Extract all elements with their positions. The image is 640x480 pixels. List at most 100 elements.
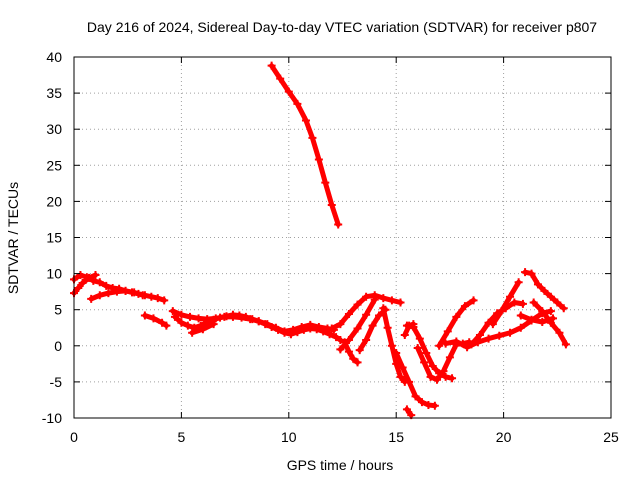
data-point-marker [241,312,250,321]
data-point-marker [538,307,547,316]
x-axis-label: GPS time / hours [287,457,394,473]
data-point-marker [540,286,549,295]
data-point-marker [198,325,207,334]
data-point-marker [149,314,158,323]
y-tick-label: 5 [54,302,62,318]
data-point-marker [349,354,358,363]
data-point-marker [95,278,104,287]
data-point-marker [398,363,407,372]
data-point-marker [370,295,379,304]
data-point-marker [402,405,411,414]
data-point-marker [168,307,177,316]
x-tick-label: 10 [281,429,297,445]
data-point-marker [441,372,450,381]
data-point-marker [353,324,362,333]
x-tick-label: 0 [70,429,78,445]
x-tick-label: 15 [388,429,404,445]
data-point-marker [267,61,276,70]
data-point-marker [559,304,568,313]
data-point-marker [188,328,197,337]
data-point-marker [185,312,194,321]
data-point-marker [533,280,542,289]
data-point-marker [121,286,130,295]
data-point-marker [497,307,506,316]
x-tick-label: 5 [178,429,186,445]
data-point-marker [516,323,525,332]
data-point-marker [452,337,461,346]
data-point-marker [555,328,564,337]
y-tick-label: 20 [46,193,62,209]
data-point-marker [561,340,570,349]
data-point-marker [467,340,476,349]
data-point-marker [506,328,515,337]
data-point-marker [74,284,83,293]
data-point-marker [261,320,270,329]
data-point-marker [362,310,371,319]
data-point-marker [308,133,317,142]
data-point-marker [336,345,345,354]
data-point-marker [379,304,388,313]
axis-ticks: 0 5 10 15 20 25 -10 -5 0 5 10 15 20 25 30 35 40 [42,49,619,445]
data-point-marker [510,298,519,307]
data-point-marker [387,341,396,350]
data-point-marker [248,315,257,324]
data-point-marker [420,358,429,367]
data-point-marker [177,318,186,327]
data-point-marker [130,288,139,297]
data-point-marker [327,201,336,210]
data-point-marker [340,338,349,347]
data-point-marker [104,289,113,298]
data-point-marker [274,325,283,334]
data-point-marker [235,311,244,320]
data-point-marker [325,330,334,339]
data-point-marker [417,398,426,407]
x-tick-label: 25 [603,429,619,445]
data-point-marker [383,323,392,332]
data-point-marker [284,87,293,96]
data-point-marker [549,314,558,323]
chart-title: Day 216 of 2024, Sidereal Day-to-day VTE… [87,19,597,35]
data-point-marker [413,343,422,352]
y-tick-label: 0 [54,338,62,354]
data-point-marker [140,311,149,320]
data-point-marker [112,287,121,296]
series-arc-24 [518,313,556,325]
data-point-marker [147,292,156,301]
data-point-marker [87,294,96,303]
grid-lines [74,57,611,418]
data-point-marker [514,278,523,287]
data-point-marker [299,325,308,334]
data-point-marker [336,336,345,345]
data-point-marker [375,311,384,320]
y-tick-label: 35 [46,85,62,101]
data-point-marker [506,292,515,301]
data-point-marker [409,323,418,332]
data-point-marker [460,302,469,311]
data-point-marker [76,271,85,280]
data-point-marker [516,311,525,320]
data-point-marker [319,327,328,336]
data-point-marker [430,401,439,410]
data-point-marker [402,321,411,330]
series-arc-21 [490,279,522,327]
data-point-marker [426,372,435,381]
data-point-marker [138,291,147,300]
data-point-marker [443,327,452,336]
y-tick-label: 40 [46,49,62,65]
data-point-marker [445,353,454,362]
data-point-marker [160,296,169,305]
data-point-marker [362,292,371,301]
y-tick-label: 10 [46,266,62,282]
data-point-marker [392,349,401,358]
data-point-marker [463,343,472,352]
data-point-marker [422,349,431,358]
data-point-marker [183,321,192,330]
data-point-marker [538,317,547,326]
data-point-marker [521,268,530,277]
data-point-marker [222,312,231,321]
data-point-marker [267,323,276,332]
data-point-marker [529,298,538,307]
data-point-marker [379,294,388,303]
data-point-marker [527,315,536,324]
